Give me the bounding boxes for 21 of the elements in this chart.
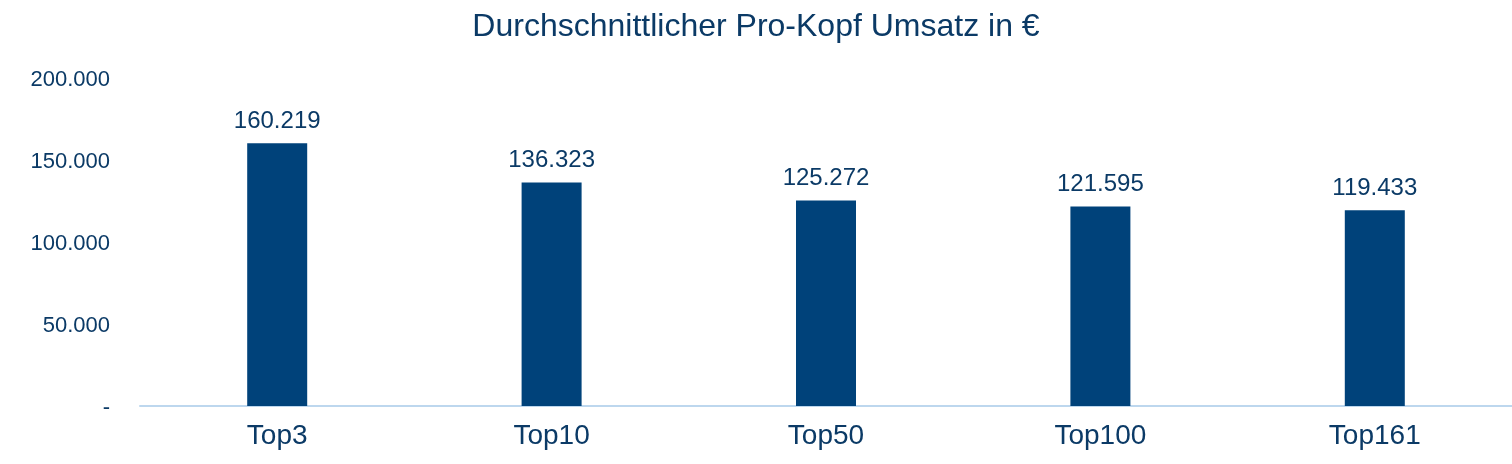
- data-label: 160.219: [233, 105, 321, 133]
- y-tick-label: 200.000: [30, 65, 110, 91]
- chart-title: Durchschnittlicher Pro-Kopf Umsatz in €: [472, 7, 1040, 43]
- x-tick-label: Top161: [1328, 418, 1421, 450]
- bar: [247, 143, 308, 406]
- data-label: 136.323: [508, 144, 595, 172]
- y-tick-label: -: [102, 393, 110, 419]
- y-tick-label: 150.000: [30, 147, 110, 173]
- data-label: 121.595: [1057, 169, 1144, 197]
- bar: [796, 200, 856, 406]
- x-tick-label: Top10: [513, 418, 590, 450]
- data-label: 119.433: [1332, 172, 1418, 200]
- data-label: 125.272: [782, 163, 870, 191]
- x-tick-label: Top100: [1054, 418, 1147, 450]
- x-tick-label: Top3: [246, 418, 308, 450]
- y-tick-label: 100.000: [30, 229, 110, 255]
- bar: [521, 182, 582, 406]
- bar: [1070, 206, 1131, 406]
- bar: [1344, 210, 1405, 406]
- y-tick-label: 50.000: [42, 311, 110, 337]
- x-tick-label: Top50: [787, 418, 865, 450]
